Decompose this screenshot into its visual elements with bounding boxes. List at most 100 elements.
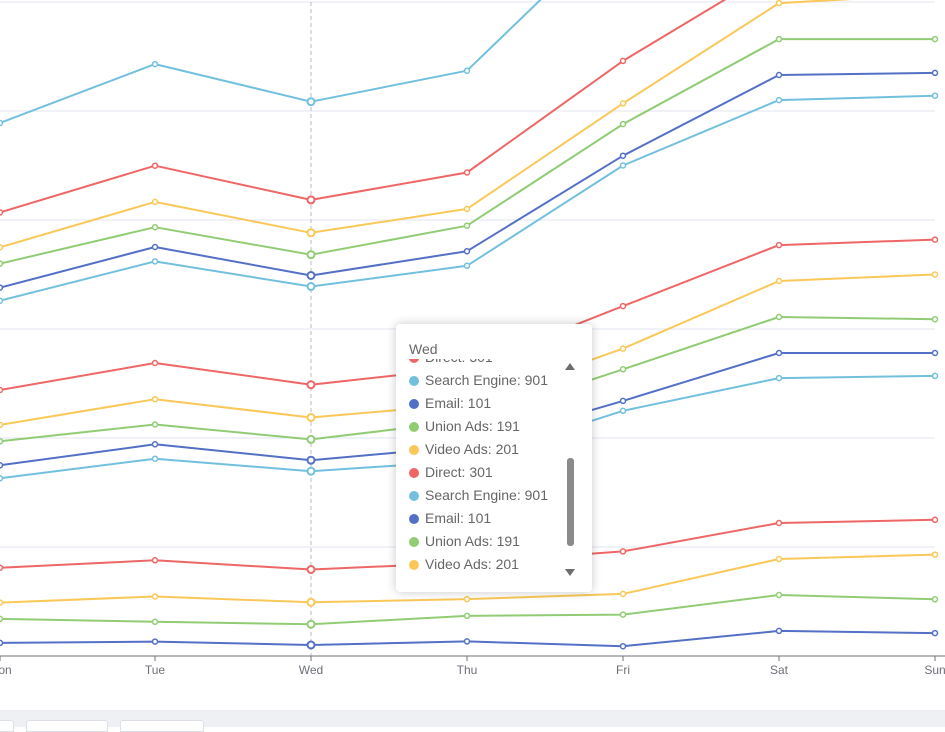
series-marker-icon — [409, 376, 419, 386]
data-point — [0, 462, 4, 469]
tooltip-item-label: Video Ads: 201 — [425, 441, 519, 457]
tooltip-item: Video Ads: 201 — [409, 438, 548, 461]
tooltip-item-label: Video Ads: 201 — [425, 556, 519, 572]
data-point — [306, 455, 316, 465]
data-point — [306, 282, 316, 291]
data-point — [0, 284, 4, 291]
series-marker-icon — [409, 422, 419, 432]
data-point — [306, 380, 316, 390]
data-point — [0, 438, 4, 445]
data-point — [151, 638, 159, 645]
data-point — [306, 97, 316, 107]
data-point — [463, 262, 471, 270]
data-point — [775, 96, 783, 104]
tooltip-item: Union Ads: 191 — [409, 415, 548, 438]
scroll-down-arrow-icon[interactable] — [565, 569, 575, 576]
data-point — [0, 260, 4, 267]
series-marker-icon — [409, 359, 419, 363]
data-point — [931, 596, 939, 603]
series-line — [0, 94, 936, 302]
data-point — [775, 0, 783, 7]
data-point — [306, 619, 316, 629]
tooltip-item-label: Email: 101 — [425, 510, 492, 526]
x-axis-label: Sat — [770, 663, 789, 677]
tooltip-item-label: Search Engine: 901 — [425, 487, 548, 503]
data-point — [775, 627, 783, 635]
series-line — [0, 0, 727, 214]
data-point — [463, 205, 471, 213]
series-marker-icon — [409, 468, 419, 478]
bottom-strip — [0, 710, 945, 732]
data-point — [775, 374, 783, 382]
strip-tab[interactable] — [26, 720, 108, 732]
data-point — [931, 69, 939, 77]
tooltip-item-label: Union Ads: 191 — [425, 533, 520, 549]
data-point — [931, 372, 939, 380]
strip-tab[interactable] — [120, 720, 204, 732]
data-point — [619, 611, 627, 618]
data-point — [151, 162, 159, 169]
data-point — [151, 198, 159, 206]
data-point — [0, 244, 4, 251]
data-point — [151, 455, 159, 462]
tooltip-list: Direct: 301 Search Engine: 901 Email: 101 U… — [409, 359, 548, 576]
x-axis-label: Sun — [924, 663, 945, 677]
data-point — [306, 597, 316, 607]
series-marker-icon — [409, 491, 419, 501]
tooltip-title: Wed — [409, 341, 438, 357]
data-point — [619, 120, 627, 128]
data-point — [931, 315, 939, 323]
tooltip-item: Direct: 301 — [409, 461, 548, 484]
x-axis-label: Mon — [0, 663, 12, 677]
series-marker-icon — [409, 560, 419, 570]
tooltip-item-label: Email: 101 — [425, 395, 492, 411]
data-point — [931, 516, 939, 524]
tooltip-item: Search Engine: 901 — [409, 369, 548, 392]
data-point — [775, 277, 783, 285]
data-point — [619, 162, 627, 169]
data-point — [306, 413, 316, 422]
data-point — [0, 564, 4, 571]
data-point — [0, 119, 4, 127]
data-point — [775, 313, 783, 321]
tooltip-item-label: Union Ads: 191 — [425, 418, 520, 434]
data-point — [306, 466, 316, 476]
data-point — [775, 555, 783, 563]
tooltip: Wed Direct: 301 Search Engine: 901 Email: … — [396, 324, 592, 592]
data-point — [931, 92, 939, 99]
data-point — [619, 302, 627, 310]
data-point — [0, 421, 4, 429]
data-point — [463, 247, 471, 255]
data-point — [619, 548, 627, 555]
data-point — [619, 152, 627, 159]
data-point — [151, 395, 159, 403]
data-point — [463, 67, 471, 74]
scroll-up-arrow-icon[interactable] — [565, 363, 575, 370]
data-point — [306, 434, 316, 444]
data-point — [619, 100, 627, 107]
data-point — [775, 349, 783, 357]
data-point — [463, 595, 471, 603]
data-point — [775, 241, 783, 249]
series-marker-icon — [409, 537, 419, 547]
data-point — [151, 441, 159, 448]
tooltip-item-label: Direct: 301 — [425, 359, 493, 365]
data-point — [306, 271, 316, 280]
data-point — [306, 250, 316, 260]
tooltip-scrollbar[interactable] — [564, 360, 576, 580]
scroll-thumb[interactable] — [567, 458, 574, 546]
series-marker-icon — [409, 399, 419, 409]
data-point — [306, 195, 316, 205]
data-point — [0, 639, 4, 647]
data-point — [0, 599, 4, 606]
data-point — [463, 169, 471, 176]
tooltip-item-label: Direct: 301 — [425, 464, 493, 480]
data-point — [775, 591, 783, 599]
data-point — [0, 615, 4, 623]
data-point — [151, 60, 159, 68]
data-point — [151, 258, 159, 265]
strip-tab[interactable] — [0, 720, 14, 732]
tooltip-viewport[interactable]: Direct: 301 Search Engine: 901 Email: 101 U… — [396, 359, 566, 581]
data-point — [151, 557, 159, 564]
x-axis-label: Fri — [616, 663, 630, 677]
